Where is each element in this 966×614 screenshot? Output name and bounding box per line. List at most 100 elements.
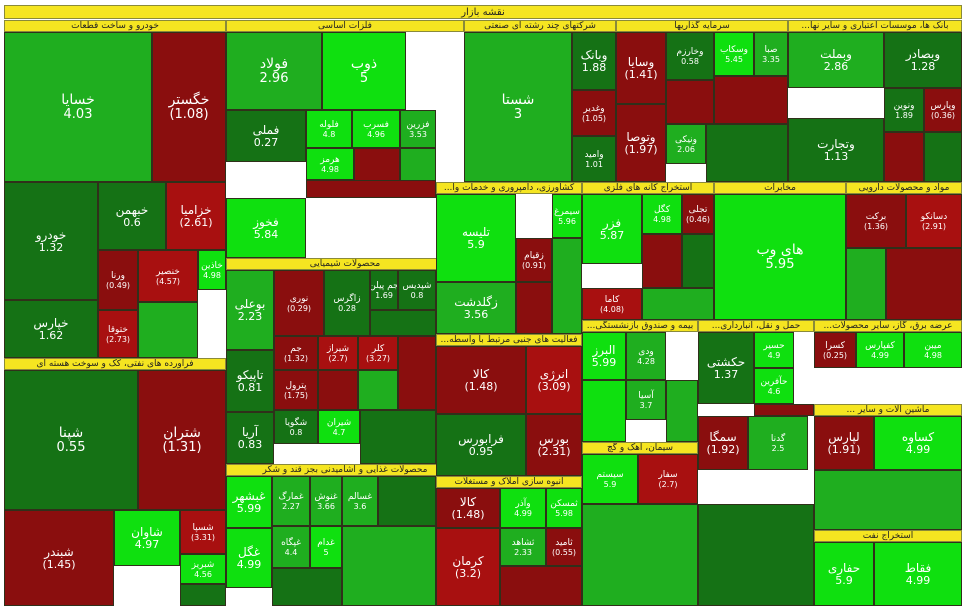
stock-tile[interactable]: وسکاب 5.45 [714, 32, 754, 76]
stock-tile[interactable]: وبصادر 1.28 [884, 32, 962, 88]
stock-tile[interactable]: کلر (3.27) [358, 336, 398, 370]
stock-tile[interactable]: خپارس 1.62 [4, 300, 98, 358]
stock-tile[interactable]: فملی 0.27 [226, 110, 306, 162]
minor-stock-tile[interactable] [342, 526, 436, 606]
stock-tile[interactable]: فسرب 4.96 [352, 110, 400, 148]
minor-stock-tile[interactable] [698, 504, 814, 606]
stock-tile[interactable]: فخوز 5.84 [226, 198, 306, 258]
stock-tile[interactable]: آریا 0.83 [226, 412, 274, 464]
minor-stock-tile[interactable] [642, 234, 682, 288]
stock-tile[interactable]: زقیام (0.91) [516, 238, 552, 282]
minor-stock-tile[interactable] [714, 76, 788, 124]
minor-stock-tile[interactable] [682, 234, 714, 288]
stock-tile[interactable]: غسالم 3.6 [342, 476, 378, 526]
stock-tile[interactable]: وتوصا (1.97) [616, 104, 666, 182]
stock-tile[interactable]: ودی 4.28 [626, 332, 666, 380]
minor-stock-tile[interactable] [272, 568, 342, 606]
stock-tile[interactable]: وخارزم 0.58 [666, 32, 714, 80]
minor-stock-tile[interactable] [924, 132, 962, 182]
sector-header[interactable]: بیمه و صندوق بازنشستگی... [582, 320, 698, 332]
sector-header[interactable]: سیمان، آهک و گچ [582, 442, 698, 454]
minor-stock-tile[interactable] [516, 282, 552, 334]
stock-tile[interactable]: جم (1.32) [274, 336, 318, 370]
stock-tile[interactable]: هرمز 4.98 [306, 148, 354, 180]
stock-tile[interactable]: کساوه 4.99 [874, 416, 962, 470]
stock-tile[interactable]: انرژی (3.09) [526, 346, 582, 414]
minor-stock-tile[interactable] [814, 470, 962, 530]
minor-stock-tile[interactable] [358, 370, 398, 410]
minor-stock-tile[interactable] [318, 370, 358, 410]
sector-header[interactable]: عرضه برق، گاز، سایر محصولات... [814, 320, 962, 332]
stock-tile[interactable]: کگل 4.98 [642, 194, 682, 234]
stock-tile[interactable]: دسانکو (2.91) [906, 194, 962, 248]
stock-tile[interactable]: شستا 3 [464, 32, 572, 182]
stock-tile[interactable]: ثامید (0.55) [546, 528, 582, 566]
minor-stock-tile[interactable] [180, 584, 226, 606]
stock-tile[interactable]: خاذین 4.98 [198, 250, 226, 290]
stock-tile[interactable]: سفار (2.7) [638, 454, 698, 504]
stock-tile[interactable]: البرز 5.99 [582, 332, 626, 380]
minor-stock-tile[interactable] [886, 248, 962, 320]
minor-stock-tile[interactable] [666, 80, 714, 124]
sector-header[interactable]: بانک ها، موسسات اعتباری و سایر نها... [788, 20, 962, 32]
minor-stock-tile[interactable] [846, 248, 886, 320]
minor-stock-tile[interactable] [666, 380, 698, 442]
sector-header[interactable]: استخراج کانه های فلزی [582, 182, 714, 194]
sector-header[interactable]: ماشین آلات و سایر ... [814, 404, 962, 416]
stock-tile[interactable]: غدام 5 [310, 526, 342, 568]
stock-tile[interactable]: سمگا (1.92) [698, 416, 748, 470]
minor-stock-tile[interactable] [754, 404, 814, 416]
stock-tile[interactable]: شاوان 4.97 [114, 510, 180, 566]
stock-tile[interactable]: وتجارت 1.13 [788, 118, 884, 182]
stock-tile[interactable]: ونیکی 2.06 [666, 124, 706, 164]
stock-tile[interactable]: میبن 4.98 [904, 332, 962, 368]
stock-tile[interactable]: غپگاه 4.4 [272, 526, 310, 568]
sector-header[interactable]: استخراج نفت [814, 530, 962, 542]
minor-stock-tile[interactable] [378, 476, 436, 526]
stock-tile[interactable]: ذوب 5 [322, 32, 406, 110]
stock-tile[interactable]: ثشاهد 2.33 [500, 528, 546, 566]
stock-tile[interactable]: فلوله 4.8 [306, 110, 352, 148]
stock-tile[interactable]: گدنا 2.5 [748, 416, 808, 470]
sector-header[interactable]: شرکتهای چند رشته ای صنعتی [464, 20, 616, 32]
stock-tile[interactable]: خزامیا (2.61) [166, 182, 226, 250]
stock-tile[interactable]: خنصیر (4.57) [138, 250, 198, 302]
stock-tile[interactable]: های وب 5.95 [714, 194, 846, 320]
stock-tile[interactable]: خگستر (1.08) [152, 32, 226, 182]
stock-tile[interactable]: خبهمن 0.6 [98, 182, 166, 250]
stock-tile[interactable]: زگلدشت 3.56 [436, 282, 516, 334]
stock-tile[interactable]: کسرا (0.25) [814, 332, 856, 368]
stock-tile[interactable]: شسپا (3.31) [180, 510, 226, 554]
minor-stock-tile[interactable] [582, 504, 698, 606]
stock-tile[interactable]: غگل 4.99 [226, 528, 272, 588]
stock-tile[interactable]: کالا (1.48) [436, 346, 526, 414]
stock-tile[interactable]: حسیر 4.9 [754, 332, 794, 368]
stock-tile[interactable]: کالا (1.48) [436, 488, 500, 528]
stock-tile[interactable]: فزرین 3.53 [400, 110, 436, 148]
sector-header[interactable]: سرمایه گذاریها [616, 20, 788, 32]
sector-header[interactable]: فلزات اساسی [226, 20, 464, 32]
stock-tile[interactable]: آسیا 3.7 [626, 380, 666, 420]
minor-stock-tile[interactable] [398, 336, 436, 410]
stock-tile[interactable]: ثمسکن 5.98 [546, 488, 582, 528]
stock-tile[interactable]: سیستم 5.9 [582, 454, 638, 504]
minor-stock-tile[interactable] [138, 302, 198, 358]
sector-header[interactable]: فعالیت های جنبی مرتبط با واسطه... [436, 334, 582, 346]
sector-header[interactable]: مخابرات [714, 182, 846, 194]
sector-header[interactable]: کشاورزی، دامپروری و خدمات وا... [436, 182, 582, 194]
stock-tile[interactable]: حآفرین 4.6 [754, 368, 794, 404]
stock-tile[interactable]: غمارگ 2.27 [272, 476, 310, 526]
minor-stock-tile[interactable] [706, 124, 788, 182]
minor-stock-tile[interactable] [370, 310, 436, 336]
stock-tile[interactable]: شبندر (1.45) [4, 510, 114, 606]
stock-tile[interactable]: حکشتی 1.37 [698, 332, 754, 404]
stock-tile[interactable]: کرمان (3.2) [436, 528, 500, 606]
stock-tile[interactable]: وپارس (0.36) [924, 88, 962, 132]
stock-tile[interactable]: تجلی (0.46) [682, 194, 714, 234]
stock-tile[interactable]: شگویا 0.8 [274, 410, 318, 444]
stock-tile[interactable]: خسایا 4.03 [4, 32, 152, 182]
minor-stock-tile[interactable] [582, 380, 626, 442]
stock-tile[interactable]: سیمرغ 5.96 [552, 194, 582, 238]
sector-header[interactable]: محصولات غذایی و آشامیدنی بجز قند و شکر [226, 464, 464, 476]
stock-tile[interactable]: فزر 5.87 [582, 194, 642, 264]
